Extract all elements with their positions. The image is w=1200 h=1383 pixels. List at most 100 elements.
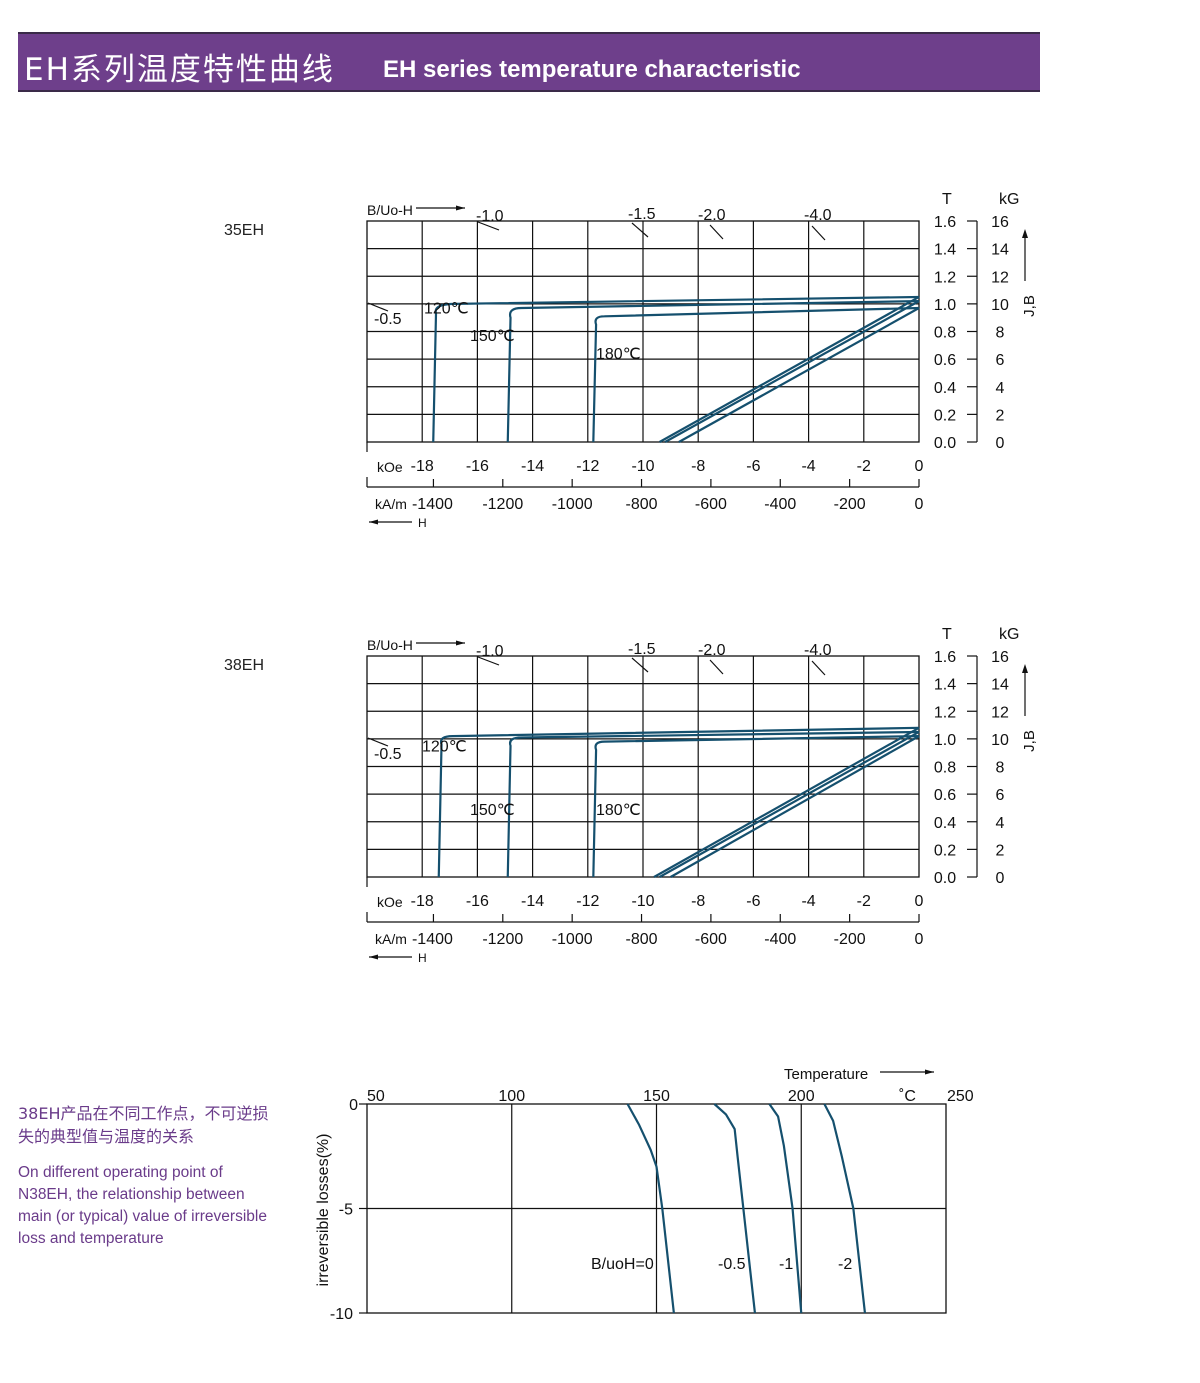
j-curve-180℃	[592, 735, 920, 878]
load-line-value: -1.0	[476, 643, 504, 660]
y-tick-label-t: 1.4	[934, 677, 956, 694]
b-curve-120℃	[653, 726, 920, 878]
load-line-value: -0.5	[374, 746, 402, 763]
load-line-arrow-head	[456, 640, 465, 646]
x-tick-label-koe: 0	[915, 458, 924, 475]
loss-curve--2	[823, 1103, 867, 1314]
x-tick-label-koe: -14	[521, 458, 544, 475]
loss-curve--1	[768, 1103, 803, 1314]
y-tick-label-kg: 2	[996, 842, 1005, 859]
x-tick-label-koe: -16	[466, 893, 489, 910]
x-tick-label-koe: -14	[521, 893, 544, 910]
y-tick-label-kg: 6	[996, 352, 1005, 369]
y-tick-label-t: 0.2	[934, 407, 956, 424]
x-tick-label-kam: -600	[695, 931, 727, 948]
y-tick-label-t: 0.0	[934, 435, 956, 452]
y-tick-label-t: 0.4	[934, 380, 956, 397]
j-curve-150℃	[506, 300, 920, 443]
x-tick-label-kam: -1200	[482, 931, 523, 948]
x-tick-label-kam: -1400	[412, 931, 453, 948]
y-tick-label: -5	[339, 1202, 353, 1219]
j-curve-120℃	[432, 295, 920, 443]
y-tick-label-kg: 4	[996, 815, 1005, 832]
y-tick-label-t: 1.0	[934, 297, 956, 314]
x-tick-label-koe: -18	[411, 893, 434, 910]
x-tick-label-koe: -6	[746, 893, 760, 910]
x-tick-label-kam: -400	[764, 931, 796, 948]
temperature-label: 150℃	[470, 802, 515, 819]
temperature-label: 180℃	[596, 802, 641, 819]
j-curve-180℃	[592, 306, 920, 443]
y-tick-label-kg: 6	[996, 787, 1005, 804]
h-axis-label: H	[418, 516, 427, 530]
x-tick-label-kam: -200	[834, 496, 866, 513]
y-tick-label-t: 1.6	[934, 214, 956, 231]
y-tick-label-kg: 16	[991, 649, 1009, 666]
x-axis-unit: ˚C	[899, 1088, 916, 1105]
x-tick-label-koe: -8	[691, 893, 705, 910]
header-banner: EH系列温度特性曲线 EH series temperature charact…	[18, 32, 1040, 92]
y-tick-label: 0	[349, 1097, 358, 1114]
x-tick-label-kam: -200	[834, 931, 866, 948]
x-tick-label-koe: -4	[801, 458, 815, 475]
y-tick-label-kg: 10	[991, 297, 1009, 314]
load-line-mark	[367, 302, 389, 312]
y-tick-label-t: 0.4	[934, 815, 956, 832]
j-curve-120℃	[437, 726, 920, 878]
load-line-mark	[811, 660, 826, 676]
series-label: B/uoH=0	[591, 1256, 654, 1273]
y-axis-unit-t: T	[942, 191, 952, 208]
side-note-cn: 38EH产品在不同工作点，不可逆损失的典型值与温度的关系	[18, 1104, 269, 1146]
load-line-mark	[811, 225, 826, 241]
load-line-value: -4.0	[804, 642, 832, 659]
load-line-label: B/Uo-H	[367, 202, 413, 218]
h-direction-arrow-head	[369, 954, 378, 960]
b-curve-150℃	[659, 731, 920, 878]
y-tick-label-kg: 2	[996, 407, 1005, 424]
x-axis-unit-kam: kA/m	[375, 931, 407, 947]
y-tick-label-t: 0.0	[934, 870, 956, 887]
h-direction-arrow-head	[369, 519, 378, 525]
y-direction-arrow-head	[1022, 664, 1028, 673]
x-tick-label-kam: -1400	[412, 496, 453, 513]
series-label: -1	[779, 1256, 793, 1273]
load-line-mark	[477, 221, 500, 231]
x-tick-label: 50	[367, 1088, 385, 1105]
load-line-value: -1.5	[628, 641, 656, 658]
loss-curve-B/uoH=0	[626, 1103, 675, 1314]
y-axis-unit-kg: kG	[999, 626, 1019, 643]
y-tick-label-t: 0.6	[934, 787, 956, 804]
y-axis-label: J,B	[1021, 295, 1038, 317]
x-tick-label-koe: -12	[576, 893, 599, 910]
y-tick-label-kg: 12	[991, 269, 1009, 286]
x-tick-label-kam: -1000	[552, 496, 593, 513]
x-tick-label: 150	[643, 1088, 670, 1105]
load-line-value: -2.0	[698, 207, 726, 224]
x-tick-label: 100	[498, 1088, 525, 1105]
y-tick-label-t: 1.6	[934, 649, 956, 666]
load-line-mark	[367, 737, 389, 747]
load-line-value: -4.0	[804, 207, 832, 224]
header-title-cn: EH系列温度特性曲线	[24, 52, 335, 88]
load-line-value: -2.0	[698, 642, 726, 659]
loss-curve--0.5	[713, 1103, 757, 1314]
x-tick-label: 200	[788, 1088, 815, 1105]
x-tick-label-kam: -800	[626, 931, 658, 948]
x-tick-label-koe: 0	[915, 893, 924, 910]
x-axis-unit-kam: kA/m	[375, 496, 407, 512]
y-tick-label-t: 0.8	[934, 760, 956, 777]
x-tick-label-kam: -1000	[552, 931, 593, 948]
header-title-en: EH series temperature characteristic	[383, 56, 801, 83]
side-note-en: On different operating point of N38EH, t…	[18, 1164, 267, 1247]
x-axis-unit-koe: kOe	[377, 459, 403, 475]
load-line-label: B/Uo-H	[367, 637, 413, 653]
y-tick-label-kg: 0	[996, 435, 1005, 452]
load-line-value: -1.0	[476, 208, 504, 225]
y-tick-label-kg: 12	[991, 704, 1009, 721]
temperature-label: 120℃	[422, 738, 467, 755]
y-tick-label-kg: 8	[996, 325, 1005, 342]
y-tick-label-t: 0.6	[934, 352, 956, 369]
x-axis-label: Temperature	[784, 1066, 868, 1083]
y-tick-label-kg: 8	[996, 760, 1005, 777]
